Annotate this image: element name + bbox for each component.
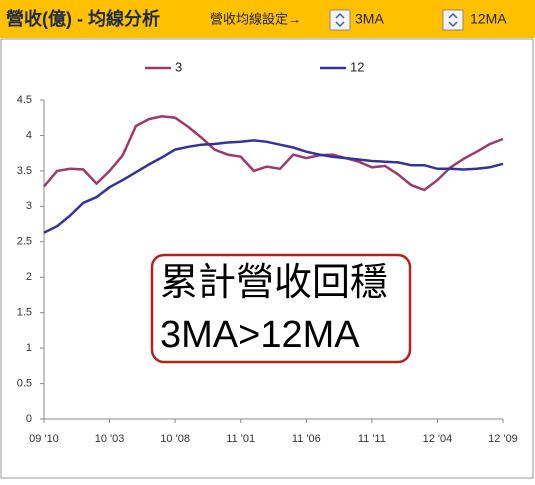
x-tick-label: 11 '06 [292,433,321,445]
header-title: 營收(億) - 均線分析 [6,8,160,29]
spinner-arrows [448,12,458,28]
control-label: 12MA [470,11,507,27]
setting-label: 營收均線設定→ [210,11,301,26]
spinner[interactable] [442,9,464,31]
annotation-text: 累計營收回穩 [160,262,388,304]
y-tick-label: 2 [26,271,32,283]
y-tick-label: 0 [26,413,32,425]
spinner-box[interactable] [442,9,464,31]
legend-label: 3 [175,59,182,74]
spinner-box[interactable] [329,9,351,31]
y-tick-label: 2.5 [17,236,32,248]
x-tick-label: 12 '04 [423,433,453,445]
x-tick-label: 11 '01 [226,433,255,445]
spinner[interactable] [329,9,351,31]
annotation-text: 3MA>12MA [160,314,360,356]
y-tick-label: 1 [26,342,32,354]
y-tick-label: 4 [26,129,32,141]
y-tick-label: 0.5 [17,377,32,389]
y-tick-label: 3.5 [17,165,32,177]
annotation-box [150,253,412,364]
x-tick-label: 09 '10 [29,433,59,445]
control-label: 3MA [355,11,384,27]
x-tick-label: 10 '03 [95,433,125,445]
x-tick-label: 10 '08 [160,433,190,445]
y-tick-label: 4.5 [17,94,32,106]
x-tick-label: 11 '11 [358,433,386,445]
series-line [43,115,504,192]
y-tick-label: 1.5 [17,307,32,319]
series-line [43,139,504,234]
x-tick-label: 12 '09 [488,433,518,445]
legend-label: 12 [350,59,364,74]
y-tick-label: 3 [26,200,32,212]
spinner-arrows [335,12,345,28]
